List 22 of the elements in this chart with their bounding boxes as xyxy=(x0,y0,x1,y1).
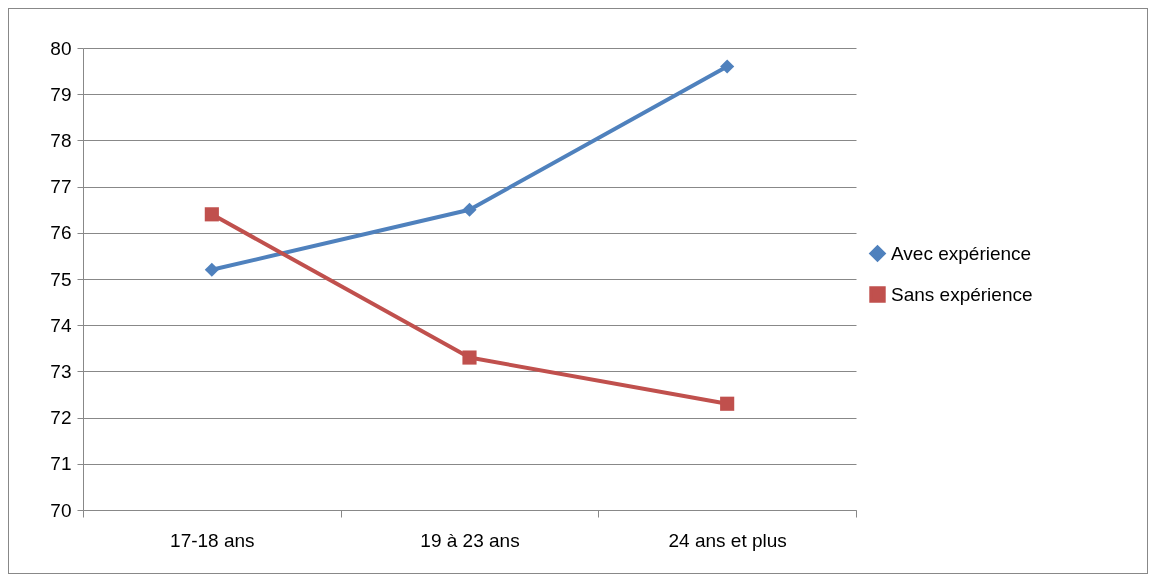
point xyxy=(720,59,735,74)
y-tick-label: 74 xyxy=(50,314,72,336)
y-tick-label: 72 xyxy=(50,407,72,429)
x-tick-label: 17-18 ans xyxy=(170,529,255,551)
point xyxy=(204,262,219,277)
y-tick-label: 80 xyxy=(50,37,72,59)
legend-label: Sans expérience xyxy=(891,283,1033,305)
y-tick-label: 78 xyxy=(50,129,72,151)
point xyxy=(204,207,219,222)
x-tick-label: 19 à 23 ans xyxy=(420,529,520,551)
y-tick-label: 71 xyxy=(50,453,72,475)
y-tick-label: 70 xyxy=(50,499,72,521)
x-tick-label: 24 ans et plus xyxy=(668,529,787,551)
point xyxy=(462,202,477,217)
y-tick-label: 79 xyxy=(50,83,72,105)
y-tick-label: 77 xyxy=(50,176,72,198)
legend-label: Avec expérience xyxy=(891,242,1032,264)
y-tick-label: 76 xyxy=(50,222,72,244)
point xyxy=(462,350,477,365)
y-tick-label: 75 xyxy=(50,268,72,290)
point xyxy=(720,396,735,411)
y-tick-label: 73 xyxy=(50,360,72,382)
